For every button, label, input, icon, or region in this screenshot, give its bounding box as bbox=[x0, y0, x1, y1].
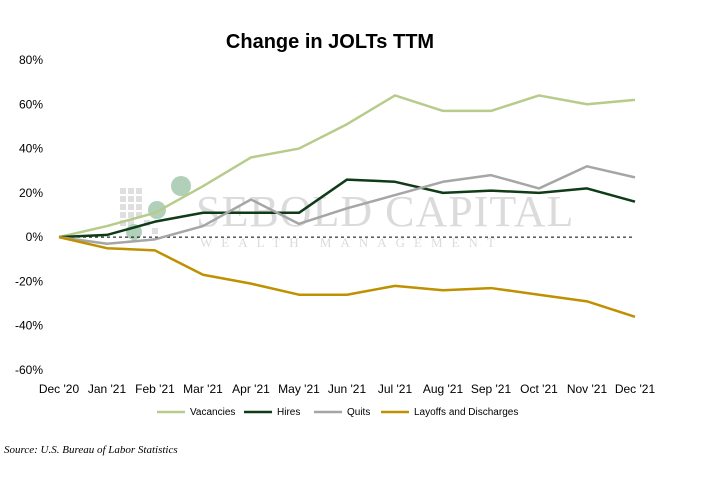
x-tick-label: Mar '21 bbox=[183, 382, 223, 396]
y-axis: 80% 60% 40% 20% 0% -20% -40% -60% bbox=[15, 53, 43, 377]
y-tick-label: 60% bbox=[19, 97, 43, 111]
legend-label: Hires bbox=[277, 407, 300, 418]
series-line bbox=[58, 94, 636, 239]
series-line bbox=[58, 178, 636, 239]
x-tick-label: Nov '21 bbox=[567, 382, 608, 396]
y-tick-label: -60% bbox=[15, 363, 43, 377]
x-tick-label: Jul '21 bbox=[378, 382, 413, 396]
legend-label: Quits bbox=[347, 407, 370, 418]
watermark-logo: SEBOLD CAPITAL WEALTH MANAGEMENT bbox=[120, 176, 574, 250]
watermark-tagline: WEALTH MANAGEMENT bbox=[200, 235, 504, 250]
x-tick-label: Apr '21 bbox=[232, 382, 270, 396]
x-tick-label: Oct '21 bbox=[520, 382, 558, 396]
y-tick-label: 80% bbox=[19, 53, 43, 67]
x-tick-label: Feb '21 bbox=[135, 382, 175, 396]
y-tick-label: -20% bbox=[15, 274, 43, 288]
source-note: Source: U.S. Bureau of Labor Statistics bbox=[4, 444, 178, 456]
y-tick-label: 20% bbox=[19, 186, 43, 200]
x-tick-label: Sep '21 bbox=[471, 382, 512, 396]
x-tick-label: Dec '21 bbox=[615, 382, 656, 396]
watermark-dot-icon bbox=[171, 176, 191, 196]
watermark-dot-icon bbox=[148, 201, 166, 219]
legend-label: Layoffs and Discharges bbox=[414, 407, 518, 418]
series-lines bbox=[58, 94, 636, 319]
x-tick-label: Aug '21 bbox=[423, 382, 464, 396]
x-tick-label: Dec '20 bbox=[39, 382, 80, 396]
x-axis: Dec '20 Jan '21 Feb '21 Mar '21 Apr '21 May '… bbox=[39, 382, 656, 396]
legend: Vacancies Hires Quits Layoffs and Discharge… bbox=[157, 407, 518, 418]
y-tick-label: 0% bbox=[26, 230, 44, 244]
y-tick-label: 40% bbox=[19, 142, 43, 156]
y-tick-label: -40% bbox=[15, 319, 43, 333]
x-tick-label: Jun '21 bbox=[328, 382, 367, 396]
watermark-name: SEBOLD CAPITAL bbox=[196, 187, 574, 236]
watermark-grid-icon bbox=[120, 188, 158, 234]
chart-title: Change in JOLTs TTM bbox=[226, 31, 434, 53]
legend-label: Vacancies bbox=[190, 407, 235, 418]
series-line bbox=[58, 235, 636, 319]
series-line bbox=[58, 165, 636, 246]
x-tick-label: May '21 bbox=[278, 382, 320, 396]
x-tick-label: Jan '21 bbox=[88, 382, 127, 396]
